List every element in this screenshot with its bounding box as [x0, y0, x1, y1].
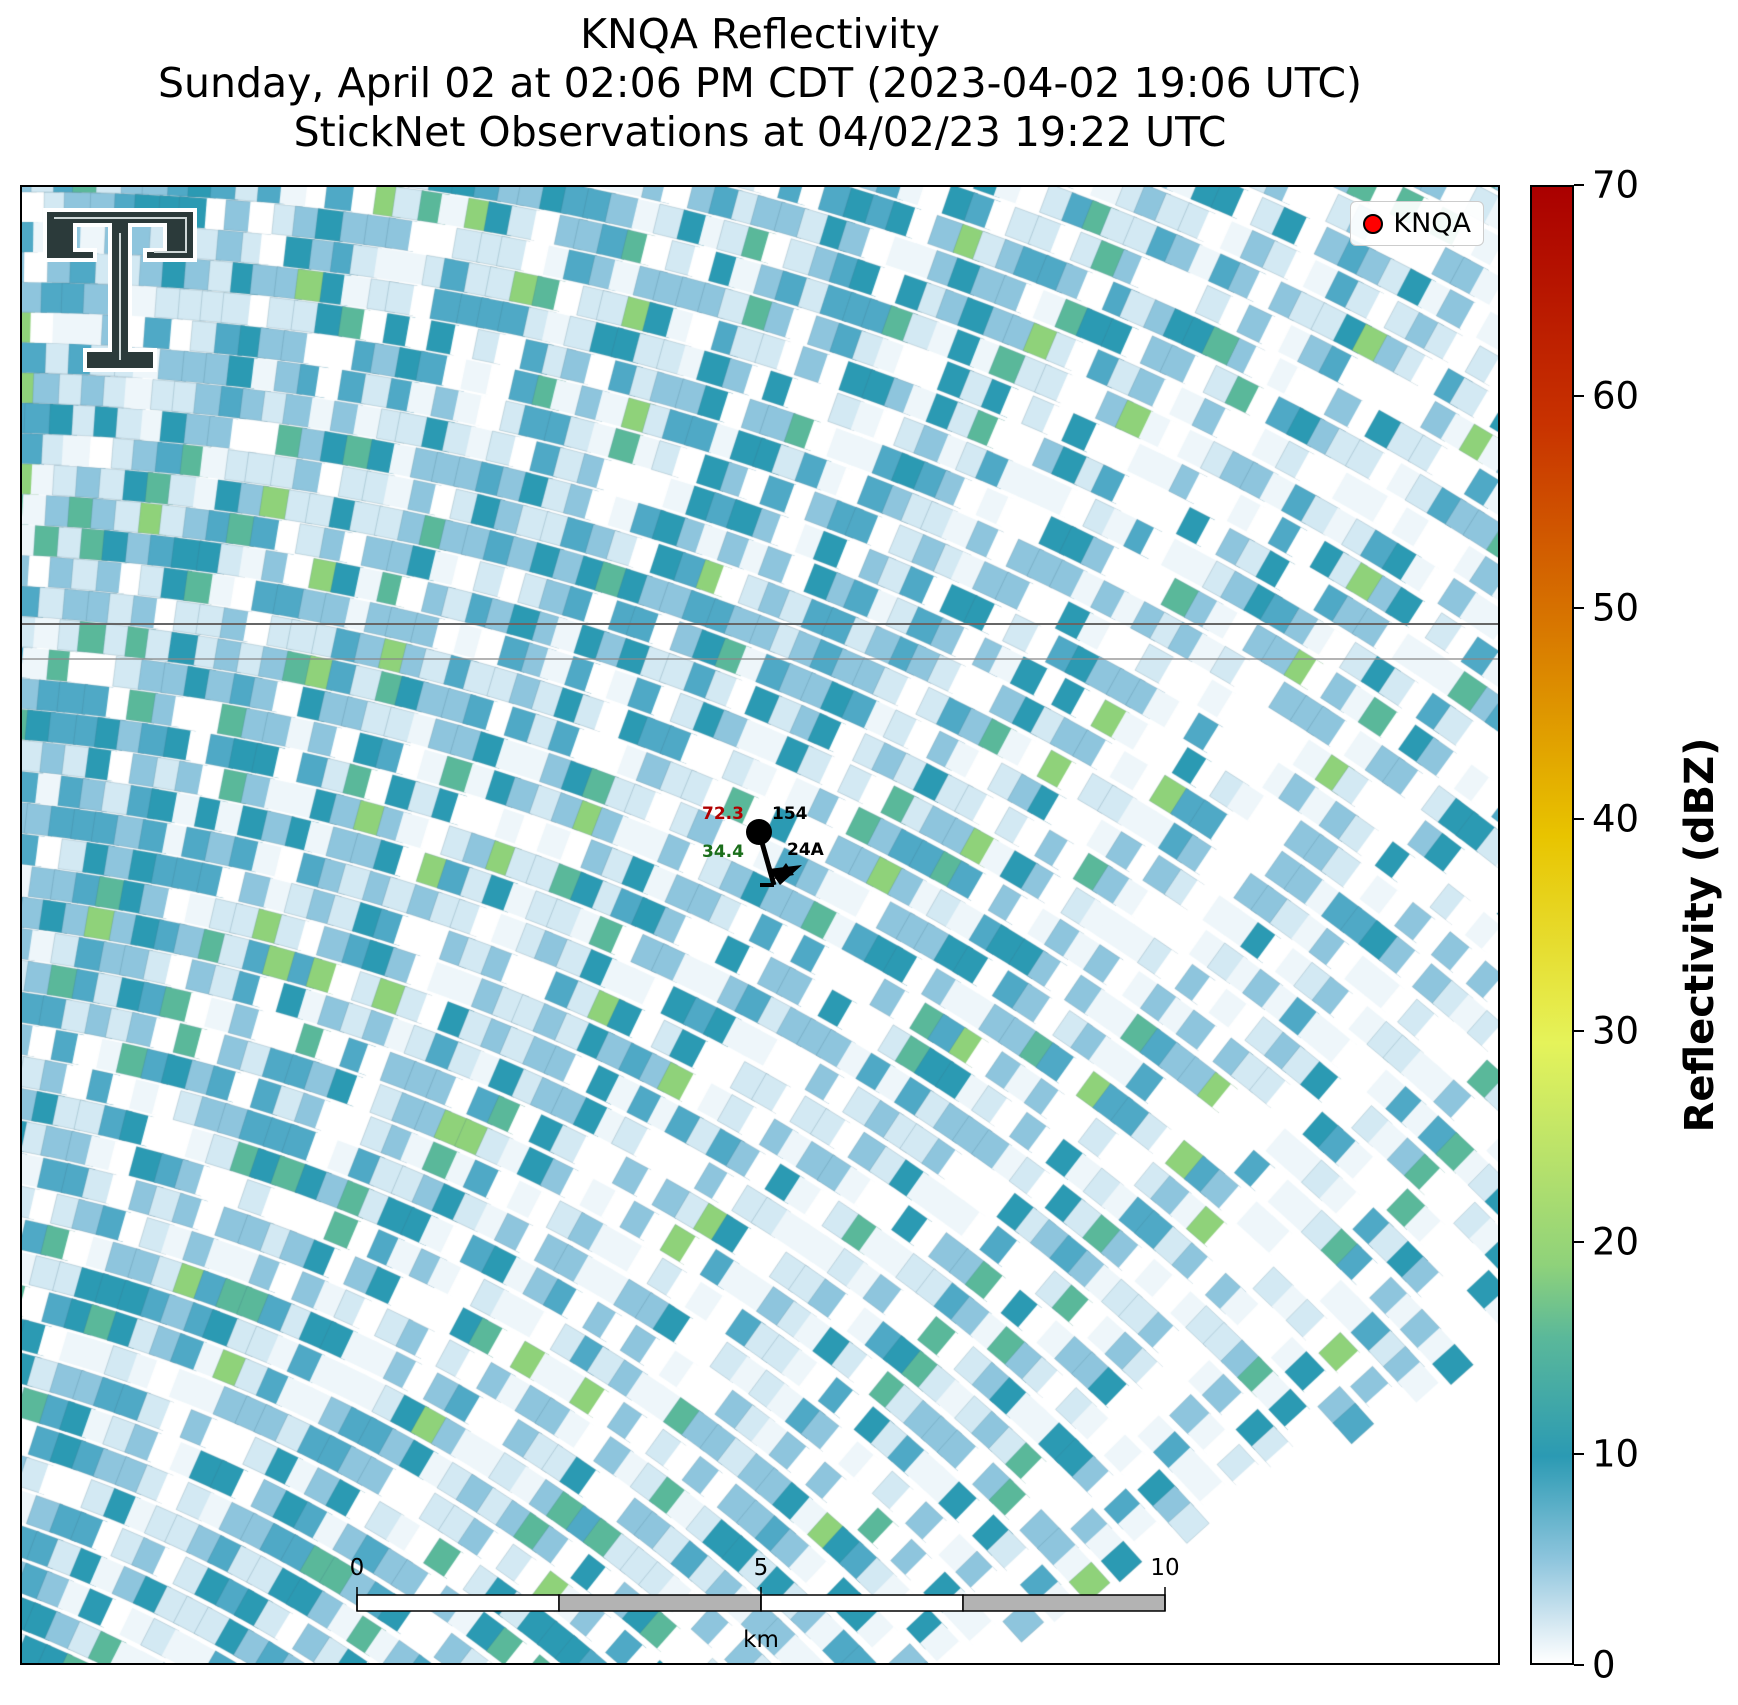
map-legend: KNQA [1350, 201, 1484, 246]
colorbar [1530, 185, 1574, 1665]
scale-label-10: 10 [1150, 1555, 1180, 1581]
colorbar-tick [1574, 1029, 1584, 1032]
station-id: 24A [787, 840, 824, 860]
legend-label: KNQA [1393, 208, 1471, 239]
colorbar-tick [1574, 184, 1584, 186]
map-lines [22, 623, 1498, 660]
colorbar-tick [1574, 1452, 1584, 1455]
colorbar-tick-label: 20 [1592, 1220, 1640, 1264]
colorbar-tick [1574, 818, 1584, 821]
texas-tech-logo-icon [43, 208, 197, 372]
station-pressure: 154 [772, 804, 808, 824]
station-temperature: 72.3 [702, 804, 744, 824]
colorbar-title: Reflectivity (dBZ) [1677, 737, 1723, 1133]
radar-map[interactable]: KNQA 72.3 154 34.4 24A 0 5 10 km [20, 185, 1500, 1665]
colorbar-tick-label: 10 [1592, 1432, 1640, 1476]
colorbar-tick-label: 30 [1592, 1009, 1640, 1053]
scale-seg-1 [356, 1594, 560, 1612]
scale-label-5: 5 [753, 1555, 769, 1581]
map-title: KNQA Reflectivity Sunday, April 02 at 02… [0, 10, 1520, 157]
colorbar-tick-label: 70 [1592, 163, 1640, 207]
scale-seg-4 [962, 1594, 1166, 1612]
colorbar-tick [1574, 1664, 1584, 1666]
scale-bar [356, 1587, 1166, 1612]
title-line-2: Sunday, April 02 at 02:06 PM CDT (2023-0… [157, 59, 1362, 107]
wind-barb-icon [746, 819, 802, 887]
scale-seg-3 [760, 1594, 964, 1612]
colorbar-tick-label: 60 [1592, 374, 1640, 418]
colorbar-tick [1574, 1241, 1584, 1244]
colorbar-tick-label: 50 [1592, 586, 1640, 630]
scale-seg-2 [558, 1594, 762, 1612]
colorbar-tick-label: 40 [1592, 797, 1640, 841]
reflectivity-field [22, 187, 1498, 1663]
colorbar-tick [1574, 606, 1584, 609]
station-dewpoint: 34.4 [702, 842, 744, 862]
scale-label-0: 0 [349, 1555, 365, 1581]
colorbar-tick-label: 0 [1592, 1643, 1616, 1687]
title-line-1: KNQA Reflectivity [580, 10, 940, 58]
title-line-3: StickNet Observations at 04/02/23 19:22 … [293, 108, 1227, 156]
colorbar-tick [1574, 395, 1584, 398]
scale-unit: km [743, 1627, 779, 1653]
knqa-marker-icon [1363, 213, 1384, 234]
